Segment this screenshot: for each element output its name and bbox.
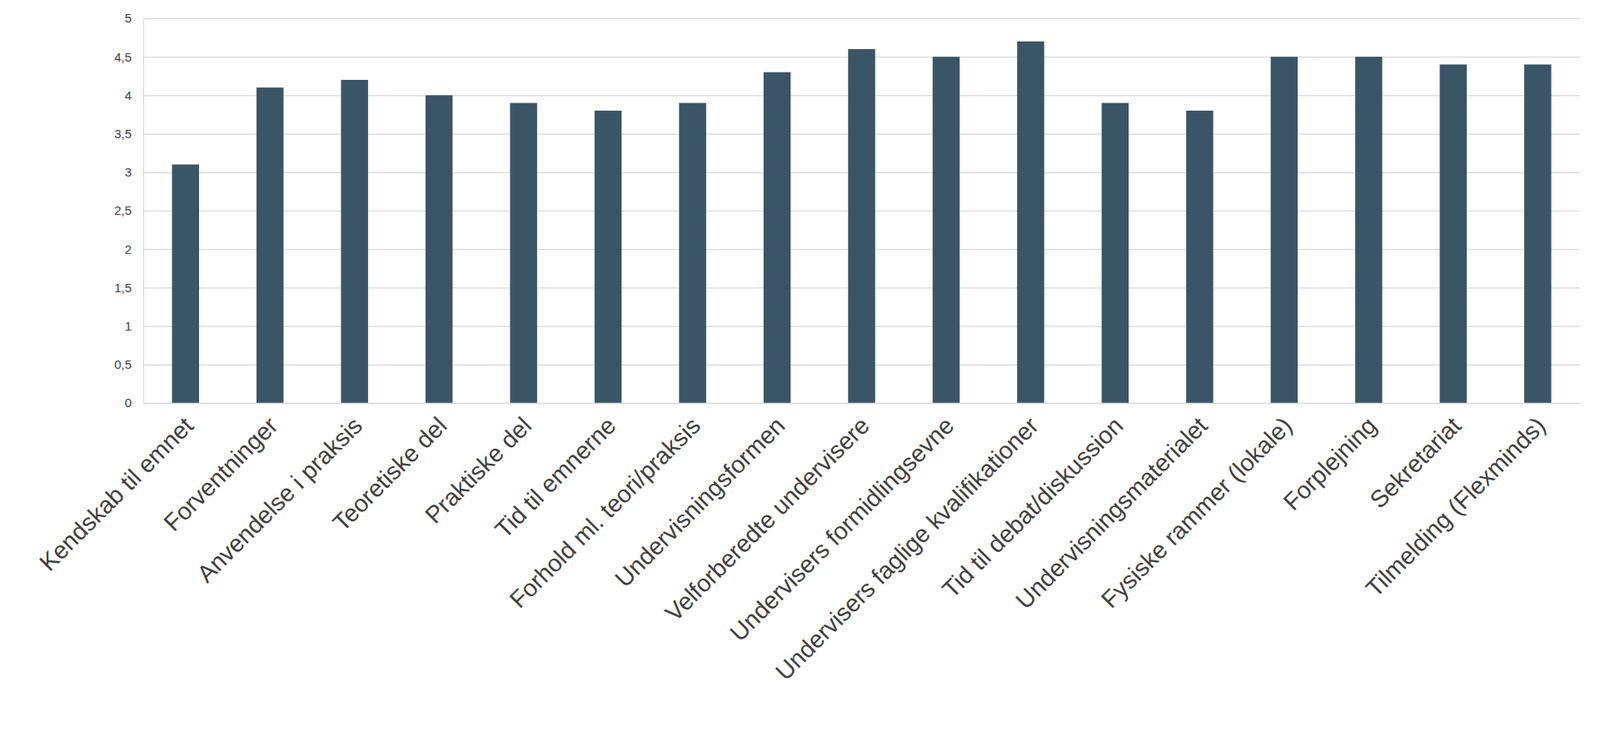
x-tick: Undervisningsformen [609,412,790,593]
y-tick-label: 3 [124,164,132,180]
bar [763,72,791,404]
y-tick-label: 5 [124,10,132,25]
y-tick-label: 4 [124,88,132,103]
bar [1355,56,1382,404]
x-tick-label: Anvendelse i praksis [191,412,368,589]
bar [678,103,706,404]
x-tick: Fysiske rammer (lokale) [1096,412,1297,614]
x-tick: Anvendelse i praksis [191,412,368,589]
y-tick-label: 4,5 [114,49,132,64]
y-tick-label: 0 [124,395,132,410]
y-tick-label: 1,5 [114,280,132,295]
y-axis-line [144,19,1581,404]
y-tick-label: 0,5 [114,357,132,372]
bar [1524,64,1551,404]
x-axis-line [144,403,1581,405]
y-tick-label: 3,5 [114,126,132,141]
bar [932,56,960,404]
x-tick: Kendskab til emnet [34,412,199,577]
chart: 00,511,522,533,544,55Kendskab til emnetF… [0,0,1600,756]
x-tick-label: Fysiske rammer (lokale) [1096,412,1297,614]
y-tick: 5 [124,10,1581,25]
y-tick-label: 1 [124,319,132,334]
grid-line [143,18,1581,20]
bar [340,79,368,404]
x-tick: Forplejning [1278,412,1382,516]
y-tick-label: 2,5 [114,203,132,218]
bar [1016,41,1044,404]
grid-line [143,403,1581,404]
bar [425,94,453,404]
bar [1271,56,1298,404]
x-axis: Kendskab til emnetForventningerAnvendels… [34,403,1581,686]
bars [172,41,1552,404]
bar [509,103,537,404]
bar [172,164,200,404]
bar [1186,110,1213,404]
x-tick-label: Kendskab til emnet [34,412,199,577]
bar [256,87,284,404]
bar [1101,103,1129,404]
x-tick-label: Undervisningsformen [609,412,790,593]
x-tick-label: Tilmelding (Flexminds) [1360,412,1551,603]
y-axis: 0 0,5 1 1,5 2 2,5 3 3,5 4 4,5 5 [114,10,1581,410]
bar [1440,64,1467,404]
y-tick-label: 2 [124,242,132,257]
bar [847,49,875,404]
bar [594,110,622,404]
x-tick: Tilmelding (Flexminds) [1360,412,1551,603]
x-tick-label: Forplejning [1278,412,1382,516]
